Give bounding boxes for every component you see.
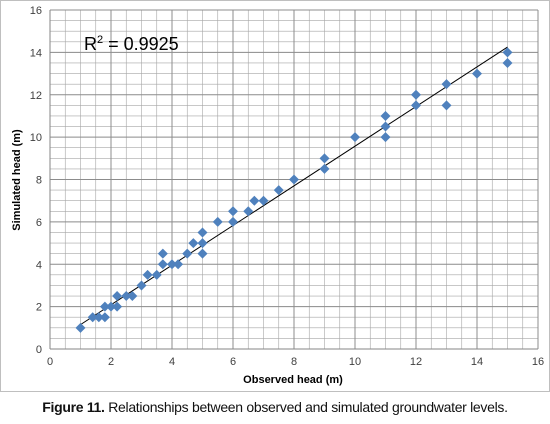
- data-point: [212, 216, 223, 227]
- y-tick-label: 0: [36, 344, 42, 356]
- figure-caption-label: Figure 11.: [42, 399, 105, 415]
- x-tick-label: 4: [169, 356, 175, 368]
- x-tick-label: 14: [471, 356, 483, 368]
- y-tick-label: 2: [36, 302, 42, 314]
- y-tick-label: 6: [36, 217, 42, 229]
- x-tick-label: 0: [47, 356, 53, 368]
- y-tick-label: 8: [36, 175, 42, 187]
- data-point: [441, 100, 452, 111]
- data-point: [127, 291, 138, 302]
- data-points: [75, 47, 513, 333]
- data-point: [258, 195, 269, 206]
- data-point: [319, 163, 330, 174]
- data-point: [167, 259, 177, 270]
- data-point: [87, 312, 98, 323]
- x-tick-label: 16: [532, 356, 544, 368]
- x-tick-label: 10: [349, 356, 361, 368]
- data-point: [411, 100, 421, 111]
- data-point: [151, 269, 162, 280]
- data-point: [93, 312, 104, 323]
- data-point: [106, 301, 116, 312]
- data-point: [228, 216, 238, 227]
- data-point: [121, 291, 132, 302]
- data-point: [502, 47, 513, 58]
- data-point: [319, 153, 330, 164]
- r-squared-superscript: 2: [97, 34, 103, 46]
- data-point: [182, 248, 193, 259]
- trendline: [80, 46, 508, 326]
- r-squared-value: = 0.9925: [103, 34, 179, 54]
- figure-caption-text: Relationships between observed and simul…: [104, 399, 508, 415]
- data-point: [411, 89, 421, 100]
- x-tick-label: 6: [230, 356, 236, 368]
- data-point: [228, 206, 238, 217]
- y-tick-labels: 0 2 4 6 8 10 12 14 16: [30, 5, 42, 356]
- data-point: [142, 269, 153, 280]
- x-axis-title: Observed head (m): [243, 374, 343, 386]
- y-axis-title: Simulated head (m): [11, 129, 23, 231]
- data-point: [188, 238, 199, 249]
- data-point: [197, 227, 208, 238]
- y-tick-label: 16: [30, 5, 42, 17]
- data-point: [289, 174, 299, 185]
- data-point: [136, 280, 147, 291]
- data-point: [350, 132, 360, 143]
- axes: [49, 10, 538, 350]
- y-tick-label: 4: [36, 259, 42, 271]
- data-point: [380, 121, 391, 132]
- data-point: [197, 248, 208, 259]
- data-point: [99, 301, 110, 312]
- data-point: [173, 259, 184, 270]
- trendline-group: [80, 46, 508, 326]
- y-tick-label: 14: [30, 47, 42, 59]
- data-point: [157, 259, 168, 270]
- data-point: [112, 291, 123, 302]
- r-squared-annotation: R2 = 0.9925: [84, 34, 179, 54]
- data-point: [380, 132, 391, 143]
- figure-caption: Figure 11. Relationships between observe…: [0, 399, 550, 415]
- data-point: [441, 79, 452, 90]
- r-squared-prefix: R: [84, 34, 97, 54]
- x-tick-label: 2: [108, 356, 114, 368]
- data-point: [502, 57, 513, 68]
- data-point: [273, 185, 284, 196]
- x-tick-label: 8: [291, 356, 297, 368]
- y-tick-label: 10: [30, 132, 42, 144]
- chart-area: [0, 0, 550, 392]
- data-point: [112, 301, 123, 312]
- data-point: [243, 206, 254, 217]
- data-point: [75, 322, 86, 333]
- data-point: [197, 238, 208, 249]
- x-tick-label: 12: [410, 356, 422, 368]
- data-point: [380, 110, 391, 121]
- y-tick-label: 12: [30, 90, 42, 102]
- x-tick-labels: 0 2 4 6 8 10 12 14 16: [47, 356, 544, 368]
- data-point: [249, 195, 260, 206]
- data-point: [157, 248, 168, 259]
- data-point: [99, 312, 110, 323]
- data-point: [472, 68, 482, 79]
